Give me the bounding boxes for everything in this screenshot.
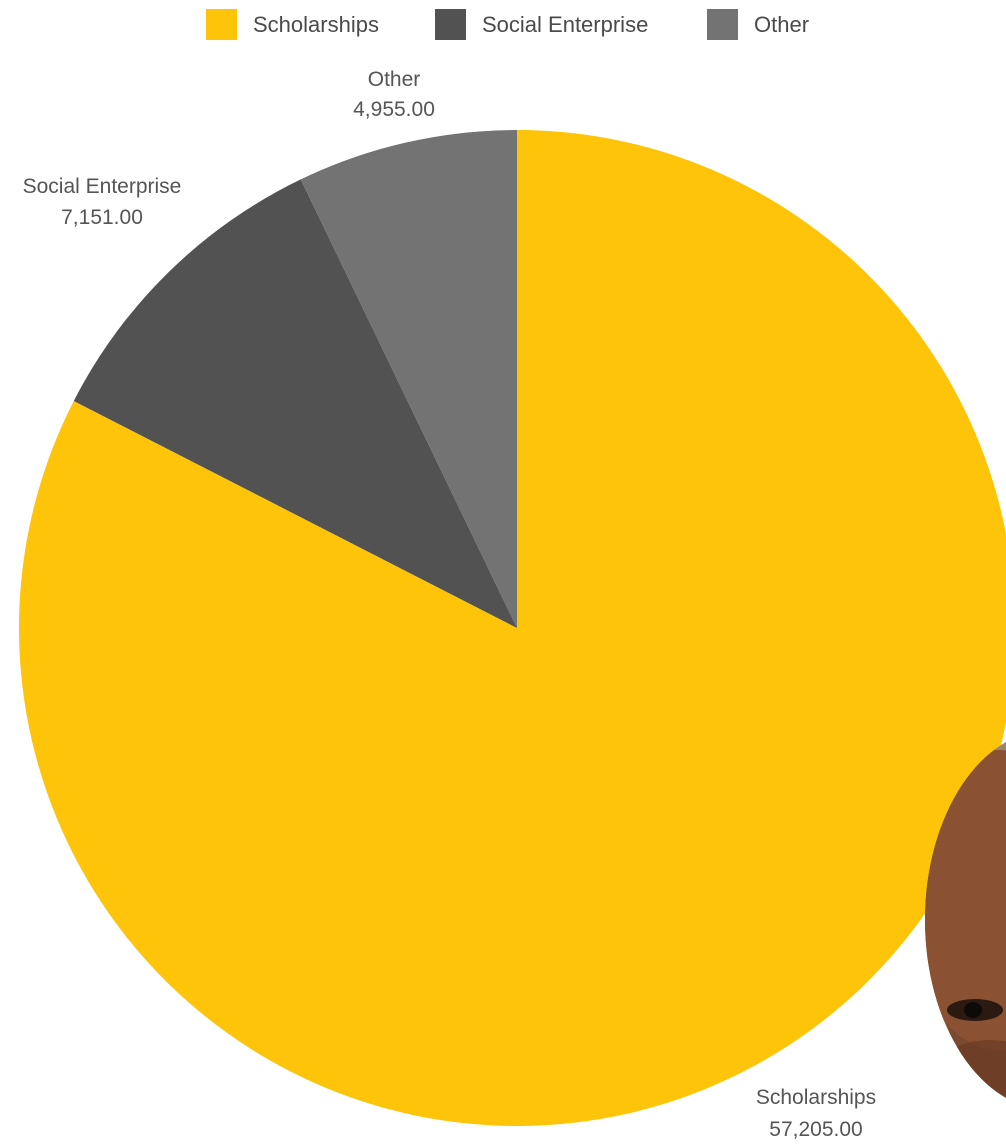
slice-label-other-value: 4,955.00 [353,98,435,121]
slice-label-scholarships-value: 57,205.00 [769,1118,862,1139]
legend-label-social-enterprise: Social Enterprise [482,12,648,37]
legend-swatch-scholarships [206,9,237,40]
legend-label-other: Other [754,12,809,37]
pie-slice-other[interactable] [300,130,517,628]
slice-label-social-enterprise-name: Social Enterprise [23,175,182,198]
legend-item-other[interactable]: Other [707,9,809,40]
slice-label-scholarships-name: Scholarships [756,1086,876,1109]
slice-label-social-enterprise-value: 7,151.00 [61,206,143,229]
pie-slice-social-enterprise[interactable] [73,179,517,628]
slice-label-other-name: Other [368,68,421,91]
pie-slices [19,130,1006,1126]
legend-swatch-social-enterprise [435,9,466,40]
legend-swatch-other [707,9,738,40]
legend-item-social-enterprise[interactable]: Social Enterprise [435,9,648,40]
legend-item-scholarships[interactable]: Scholarships [206,9,379,40]
chart-legend: Scholarships Social Enterprise Other [206,9,809,40]
slice-labels: Other 4,955.00 Social Enterprise 7,151.0… [23,68,876,1141]
pie-slice-scholarships[interactable] [19,130,1006,1126]
legend-label-scholarships: Scholarships [253,12,379,37]
